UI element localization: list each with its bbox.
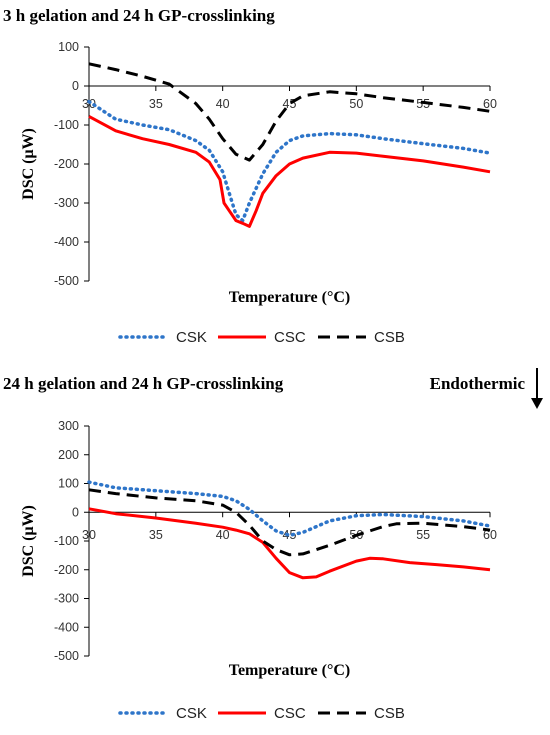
chart2-series-line-csb [88, 488, 491, 557]
chart2-y-tick-label: 100 [58, 477, 79, 491]
chart2-legend-label-csk: CSK [176, 705, 207, 722]
chart1-y-tick-label: -300 [54, 196, 79, 210]
chart1-series-line-csk [87, 99, 492, 223]
chart2-legend-label-csb: CSB [374, 705, 405, 722]
chart1-y-tick-label: 0 [72, 79, 79, 93]
chart1-x-tick-label: 60 [483, 97, 497, 111]
chart1-x-axis-title: Temperature (°C) [229, 289, 350, 306]
chart2-x-tick-label: 60 [483, 528, 497, 542]
chart2-title: 24 h gelation and 24 h GP-crosslinking [3, 374, 284, 393]
chart1-title: 3 h gelation and 24 h GP-crosslinking [3, 6, 275, 25]
chart1-y-tick-label: 100 [58, 40, 79, 54]
endothermic-arrow-head [531, 398, 543, 409]
chart2-y-tick-label: -100 [54, 534, 79, 548]
chart1-y-tick-label: -100 [54, 118, 79, 132]
chart1-x-tick-label: 55 [416, 97, 430, 111]
chart2-x-tick-label: 55 [416, 528, 430, 542]
chart1-x-tick-label: 30 [82, 97, 96, 111]
chart2-x-axis-title: Temperature (°C) [229, 662, 350, 679]
chart2-y-tick-label: -200 [54, 563, 79, 577]
chart1-series-line-csb [88, 62, 491, 162]
chart2-y-tick-label: -300 [54, 592, 79, 606]
chart2-legend-label-csc: CSC [274, 705, 306, 722]
chart2-series-line-csk [87, 480, 492, 538]
chart1-y-tick-label: -500 [54, 274, 79, 288]
chart2-y-tick-label: 0 [72, 505, 79, 519]
chart1-x-tick-label: 40 [216, 97, 230, 111]
chart1-y-tick-label: -200 [54, 157, 79, 171]
chart2-y-tick-label: -400 [54, 620, 79, 634]
chart1-x-tick-label: 50 [349, 97, 363, 111]
chart2-y-axis-title: DSC (μW) [20, 505, 37, 577]
chart1-legend-label-csb: CSB [374, 329, 405, 346]
chart1-series-line-csc [88, 115, 491, 228]
chart1-x-tick-label: 35 [149, 97, 163, 111]
chart2-y-tick-label: 200 [58, 448, 79, 462]
chart2-x-tick-label: 40 [216, 528, 230, 542]
chart1-y-axis-title: DSC (μW) [20, 128, 37, 200]
chart2-y-tick-label: -500 [54, 649, 79, 663]
endothermic-annotation: Endothermic [430, 368, 543, 409]
chart2-x-tick-label: 45 [283, 528, 297, 542]
chart1-y-tick-label: -400 [54, 235, 79, 249]
chart1-legend-label-csc: CSC [274, 329, 306, 346]
endothermic-label: Endothermic [430, 374, 526, 393]
chart2-y-tick-label: 300 [58, 419, 79, 433]
chart2-x-tick-label: 35 [149, 528, 163, 542]
chart2-x-tick-label: 30 [82, 528, 96, 542]
chart1-legend-label-csk: CSK [176, 329, 207, 346]
chart2-series-line-csc [88, 507, 491, 580]
